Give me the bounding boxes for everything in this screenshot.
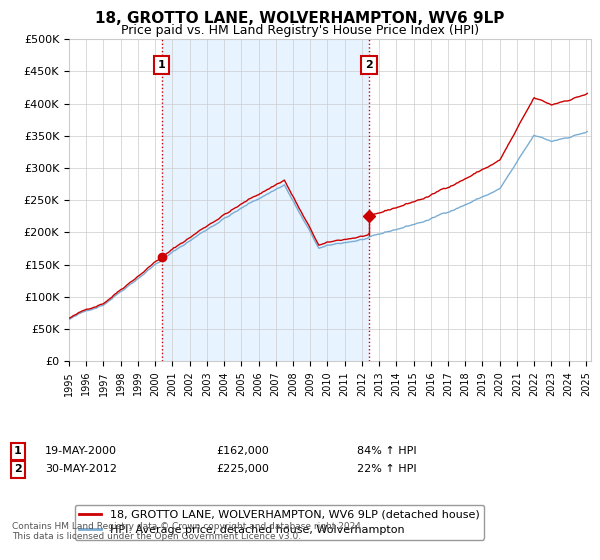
Text: 1: 1	[14, 446, 22, 456]
Text: £225,000: £225,000	[216, 464, 269, 474]
Text: 2: 2	[365, 60, 373, 70]
Legend: 18, GROTTO LANE, WOLVERHAMPTON, WV6 9LP (detached house), HPI: Average price, de: 18, GROTTO LANE, WOLVERHAMPTON, WV6 9LP …	[74, 505, 484, 540]
Text: 22% ↑ HPI: 22% ↑ HPI	[357, 464, 416, 474]
Bar	[161, 39, 369, 361]
Text: 1: 1	[158, 60, 166, 70]
Text: 2: 2	[14, 464, 22, 474]
Text: £162,000: £162,000	[216, 446, 269, 456]
Text: 84% ↑ HPI: 84% ↑ HPI	[357, 446, 416, 456]
Text: 19-MAY-2000: 19-MAY-2000	[45, 446, 117, 456]
Text: Contains HM Land Registry data © Crown copyright and database right 2024.
This d: Contains HM Land Registry data © Crown c…	[12, 522, 364, 542]
Text: 18, GROTTO LANE, WOLVERHAMPTON, WV6 9LP: 18, GROTTO LANE, WOLVERHAMPTON, WV6 9LP	[95, 11, 505, 26]
Text: Price paid vs. HM Land Registry's House Price Index (HPI): Price paid vs. HM Land Registry's House …	[121, 24, 479, 36]
Text: 30-MAY-2012: 30-MAY-2012	[45, 464, 117, 474]
